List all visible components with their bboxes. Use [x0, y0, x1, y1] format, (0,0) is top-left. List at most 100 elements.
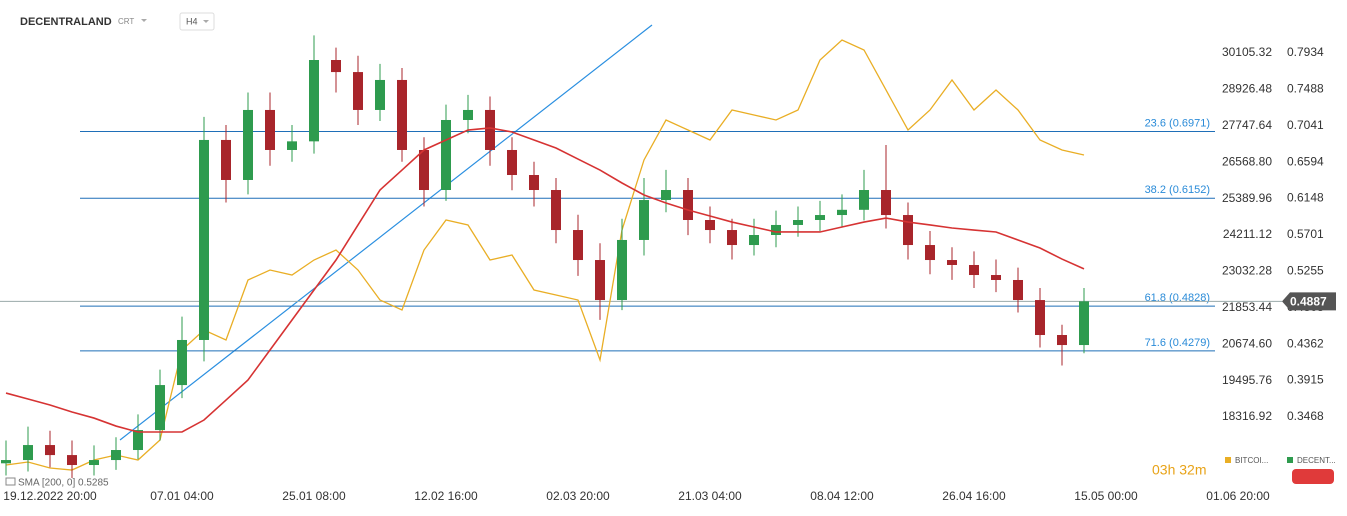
fib-level-label: 71.6 (0.4279)	[1145, 337, 1210, 349]
candle-body	[375, 79, 385, 110]
y2-tick-label: 0.3468	[1287, 409, 1324, 423]
x-tick-label: 19.12.2022 20:00	[3, 489, 97, 503]
sma-line	[5, 127, 1085, 433]
candle-body	[177, 339, 187, 386]
candle-body	[353, 72, 363, 110]
y-tick-label: 25389.96	[1222, 191, 1272, 205]
candle-body	[199, 139, 209, 340]
candle-body	[903, 215, 913, 246]
candle-body	[639, 200, 649, 240]
candle-body	[1013, 279, 1023, 301]
chart-type-dropdown[interactable]: CRT	[118, 17, 134, 26]
y-tick-label: 19495.76	[1222, 373, 1272, 387]
candle-body	[771, 224, 781, 235]
candle-body	[485, 109, 495, 150]
candle-body	[661, 190, 671, 201]
candle-body	[749, 234, 759, 246]
countdown: 03h 32m	[1152, 462, 1206, 478]
y-tick-label: 24211.12	[1223, 227, 1272, 241]
x-tick-label: 08.04 12:00	[810, 489, 874, 503]
indicator-icon[interactable]	[5, 477, 16, 486]
candle-body	[793, 220, 803, 225]
candle-body	[859, 190, 869, 210]
x-tick-label: 07.01 04:00	[150, 489, 214, 503]
indicator-label: SMA [200, 0] 0.5285	[18, 478, 109, 489]
y2-tick-label: 0.5701	[1287, 227, 1324, 241]
candle-body	[881, 190, 891, 216]
candle-body	[133, 430, 143, 451]
y-tick-label: 20674.60	[1222, 336, 1272, 350]
candle-body	[991, 275, 1001, 280]
candle-body	[331, 60, 341, 73]
candle-body	[45, 445, 55, 456]
interval-label: H4	[186, 16, 198, 26]
y-tick-label: 27747.64	[1222, 118, 1272, 132]
x-tick-label: 15.05 00:00	[1074, 489, 1138, 503]
dropdown-caret	[141, 19, 147, 22]
candle-body	[595, 260, 605, 301]
candle-body	[243, 109, 253, 180]
symbol-title: DECENTRALAND	[20, 16, 112, 28]
y2-tick-label: 0.3915	[1287, 373, 1324, 387]
candle-body	[1, 460, 11, 464]
candle-body	[441, 119, 451, 191]
y-tick-label: 28926.48	[1222, 82, 1272, 96]
legend-label: BITCOI...	[1235, 456, 1268, 465]
candle-body	[265, 109, 275, 150]
candle-body	[287, 141, 297, 150]
sell-button[interactable]	[1292, 469, 1334, 484]
interval-dropdown[interactable]	[179, 12, 215, 31]
candle-body	[1035, 300, 1045, 336]
legend-swatch	[1287, 457, 1293, 463]
y2-tick-label: 0.7488	[1287, 82, 1324, 96]
plot: 30105.32 28926.48 27747.64 26568.80 25389.96…	[0, 35, 1324, 503]
candle-body	[551, 190, 561, 231]
candle-body	[947, 260, 957, 265]
candle-body	[815, 215, 825, 221]
candle-body	[67, 455, 77, 466]
dropdown-caret	[203, 20, 209, 23]
y-tick-label: 21853.44	[1222, 300, 1272, 314]
y-tick-label: 23032.28	[1222, 264, 1272, 278]
trend-line	[119, 24, 653, 441]
legend-swatch	[1225, 457, 1231, 463]
price-badge	[1282, 292, 1336, 311]
price-badge-label: 0.4887	[1290, 295, 1327, 309]
y2-tick-label: 0.6594	[1287, 154, 1324, 168]
candle-body	[727, 230, 737, 246]
candle-body	[89, 460, 99, 466]
y-tick-label: 26568.80	[1222, 154, 1272, 168]
candle-body	[397, 79, 407, 150]
candle-body	[705, 220, 715, 231]
candle-body	[507, 149, 517, 176]
candle-body	[111, 450, 121, 461]
x-tick-label: 25.01 08:00	[282, 489, 346, 503]
y2-tick-label: 0.5255	[1287, 264, 1324, 278]
y-tick-label: 30105.32	[1222, 45, 1272, 59]
legend-label: DECENT...	[1297, 456, 1336, 465]
x-tick-label: 02.03 20:00	[546, 489, 610, 503]
x-tick-label: 21.03 04:00	[678, 489, 742, 503]
x-tick-label: 26.04 16:00	[942, 489, 1006, 503]
candle-body	[925, 245, 935, 261]
candle-body	[1079, 301, 1089, 346]
candle-body	[837, 209, 847, 216]
x-tick-label: 01.06 20:00	[1206, 489, 1270, 503]
fib-level-label: 61.8 (0.4828)	[1145, 292, 1210, 304]
candle-body	[309, 60, 319, 142]
y2-tick-label: 0.7934	[1287, 45, 1324, 59]
candle-body	[23, 445, 33, 461]
fib-level-label: 23.6 (0.6971)	[1145, 117, 1210, 129]
candle-body	[969, 264, 979, 276]
candle-body	[573, 230, 583, 261]
candle-body	[155, 385, 165, 431]
fib-level-label: 38.2 (0.6152)	[1145, 184, 1210, 196]
candle-body	[419, 149, 429, 191]
candle-body	[463, 109, 473, 120]
candle-body	[529, 175, 539, 191]
candle-body	[221, 139, 231, 180]
y2-tick-label: 0.6148	[1287, 191, 1324, 205]
y-tick-label: 18316.92	[1222, 409, 1272, 423]
